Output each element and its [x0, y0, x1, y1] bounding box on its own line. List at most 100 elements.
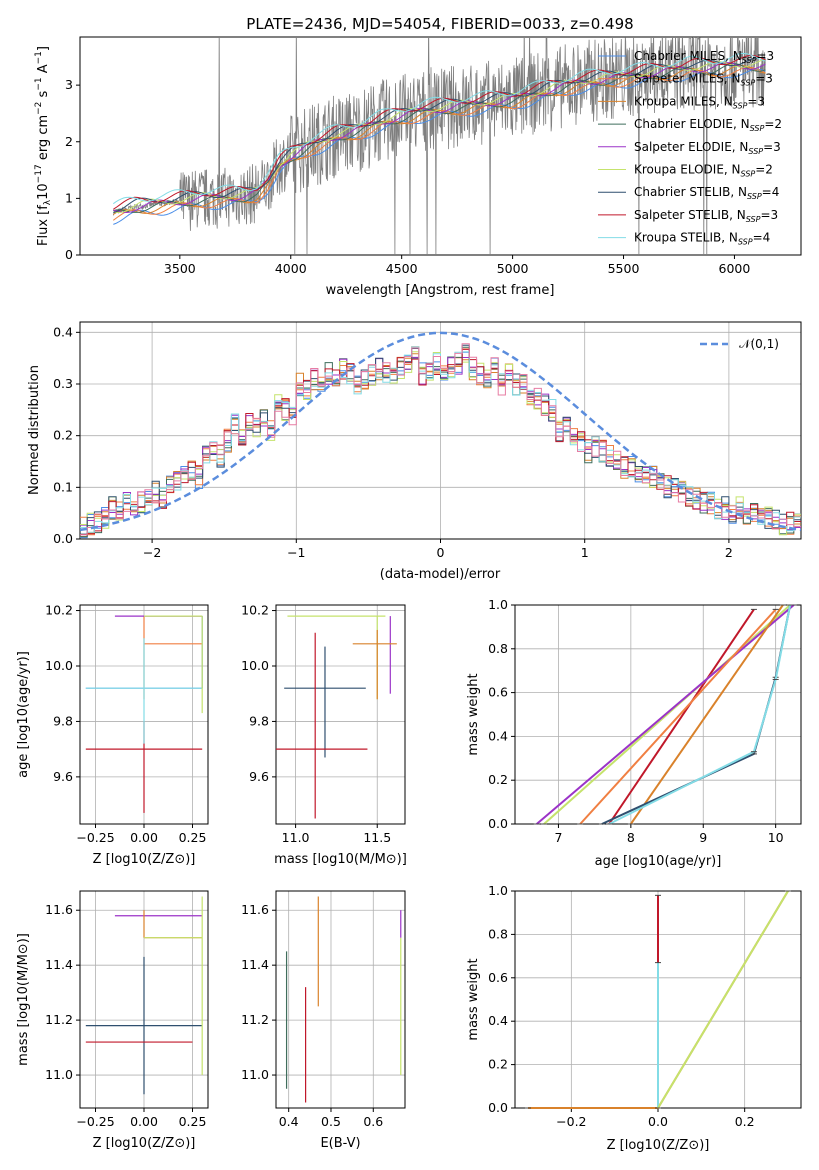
y-axis-label: Flux [fλ10−17 erg cm−2 s−1 A−1] [34, 46, 53, 246]
y-tick-label: 11.2 [241, 1012, 269, 1027]
x-tick-label: 5500 [608, 261, 640, 276]
legend-label: Chabrier STELIB, NSSP=4 [634, 185, 779, 201]
y-tick-label: 11.2 [45, 1012, 73, 1027]
series-line [629, 604, 784, 825]
plot-frame [275, 890, 406, 1109]
y-axis-label: Normed distribution [27, 365, 42, 495]
x-tick-label: 0.4 [279, 1114, 299, 1129]
y-tick-label: 3 [65, 77, 73, 92]
normal-reference-curve [80, 331, 801, 532]
x-tick-label: 0.6 [363, 1114, 383, 1129]
y-tick-label: 0.2 [53, 428, 73, 443]
y-axis-label: mass weight [466, 673, 481, 755]
x-tick-label: 10 [768, 830, 784, 845]
mass-vs-metallicity-panel: −0.25 0.00 0.25 11.0 11.2 11.4 11.6 Z [log10(Z/… [16, 890, 209, 1151]
residual-histogram-panel: −2 −1 0 1 2 0.0 0.1 0.2 0.3 0.4 𝒩(0,1) (data-model)… [27, 321, 802, 582]
legend-label: Kroupa MILES, NSSP=3 [634, 94, 765, 110]
y-tick-label: 0.6 [488, 685, 508, 700]
age-vs-metallicity-panel: −0.25 0.00 0.25 9.6 9.8 10.0 10.2 Z [log10(Z/Z⊙… [16, 603, 209, 867]
x-tick-label: 11.5 [363, 830, 391, 845]
y-tick-label: 1 [65, 190, 73, 205]
x-tick-label: 1 [581, 545, 589, 560]
legend-label: Chabrier MILES, NSSP=3 [634, 49, 774, 65]
y-tick-label: 0.0 [53, 531, 73, 546]
x-axis-label: Z [log10(Z/Z⊙)] [607, 1138, 710, 1153]
y-tick-label: 0.0 [488, 816, 508, 831]
y-tick-label: 0.4 [53, 324, 73, 339]
legend-label: Kroupa ELODIE, NSSP=2 [634, 163, 773, 179]
spectrum-panel: 3500 4000 4500 5000 5500 6000 0 1 2 3 wavelength [… [34, 36, 802, 298]
histogram-step [80, 343, 801, 536]
series-line [543, 604, 791, 825]
plot-frame [514, 604, 802, 825]
x-tick-label: 11.0 [282, 830, 310, 845]
mass-weight-vs-age-panel: 7 8 9 10 0.0 0.2 0.4 0.6 0.8 1.0 age [log10(age/yr… [466, 597, 802, 869]
mass-weight-vs-metallicity-panel: −0.2 0.0 0.2 0.0 0.2 0.4 0.6 0.8 1.0 Z [log10(Z/Z… [466, 883, 802, 1153]
series-line [657, 890, 789, 1109]
y-tick-label: 10.0 [241, 658, 269, 673]
model-line-kroupa-elodie [113, 59, 766, 214]
model-line-salpeter-stelib [113, 54, 766, 210]
y-tick-label: 11.6 [241, 902, 269, 917]
plot-frame [79, 36, 802, 256]
x-tick-label: 4500 [386, 261, 418, 276]
y-tick-label: 10.0 [45, 658, 73, 673]
x-tick-label: 0.0 [648, 1114, 668, 1129]
x-axis-label: Z [log10(Z/Z⊙)] [93, 1136, 196, 1151]
y-axis-label: mass [log10(M/M⊙)] [16, 933, 31, 1066]
y-tick-label: 9.6 [249, 769, 269, 784]
series-line [536, 604, 795, 825]
y-tick-label: 0.8 [488, 926, 508, 941]
legend-label: Salpeter STELIB, NSSP=3 [634, 208, 778, 224]
y-tick-label: 0.2 [488, 1057, 508, 1072]
x-tick-label: 0 [437, 545, 445, 560]
legend-label: 𝒩(0,1) [739, 337, 779, 351]
y-tick-label: 0.8 [488, 641, 508, 656]
y-tick-label: 10.2 [45, 603, 73, 618]
x-tick-label: 0.25 [179, 830, 207, 845]
mass-vs-ebv-panel: 0.4 0.5 0.6 11.0 11.2 11.4 11.6 E(B-V) [241, 890, 406, 1151]
legend-label: Salpeter MILES, NSSP=3 [634, 72, 773, 88]
y-tick-label: 9.8 [249, 713, 269, 728]
x-axis-label: mass [log10(M/M⊙)] [274, 852, 407, 867]
series-line [608, 608, 755, 825]
x-tick-label: 3500 [164, 261, 196, 276]
y-tick-label: 11.4 [241, 957, 269, 972]
y-tick-label: 0.6 [488, 970, 508, 985]
x-tick-label: −0.25 [76, 830, 114, 845]
x-tick-label: 0.5 [321, 1114, 341, 1129]
x-axis-label: E(B-V) [320, 1136, 360, 1151]
y-tick-label: 0.2 [488, 772, 508, 787]
y-tick-label: 0.4 [488, 1013, 508, 1028]
y-tick-label: 0.1 [53, 479, 73, 494]
y-tick-label: 11.6 [45, 902, 73, 917]
series-line [579, 608, 777, 825]
x-axis-label: age [log10(age/yr)] [595, 854, 722, 869]
y-tick-label: 1.0 [488, 597, 508, 612]
x-tick-label: 8 [627, 830, 635, 845]
x-tick-label: 9 [699, 830, 707, 845]
model-line-kroupa-stelib [113, 53, 766, 205]
x-tick-label: 4000 [275, 261, 307, 276]
x-axis-label: (data-model)/error [380, 567, 501, 582]
x-tick-label: −0.25 [76, 1114, 114, 1129]
y-tick-label: 0.4 [488, 728, 508, 743]
x-tick-label: 0.00 [130, 1114, 158, 1129]
y-tick-label: 11.4 [45, 957, 73, 972]
y-tick-label: 0.0 [488, 1100, 508, 1115]
x-tick-label: 0.25 [179, 1114, 207, 1129]
x-tick-label: −1 [287, 545, 305, 560]
y-tick-label: 0.3 [53, 376, 73, 391]
x-tick-label: 0.2 [735, 1114, 755, 1129]
legend-label: Kroupa STELIB, NSSP=4 [634, 231, 770, 247]
x-tick-label: 6000 [719, 261, 751, 276]
y-axis-label: mass weight [466, 958, 481, 1040]
y-tick-label: 11.0 [241, 1067, 269, 1082]
x-tick-label: −2 [143, 545, 161, 560]
series-line [608, 604, 792, 825]
x-tick-label: 2 [725, 545, 733, 560]
y-tick-label: 1.0 [488, 883, 508, 898]
legend-label: Salpeter ELODIE, NSSP=3 [634, 140, 781, 156]
model-line-salpeter-elodie [113, 61, 766, 214]
